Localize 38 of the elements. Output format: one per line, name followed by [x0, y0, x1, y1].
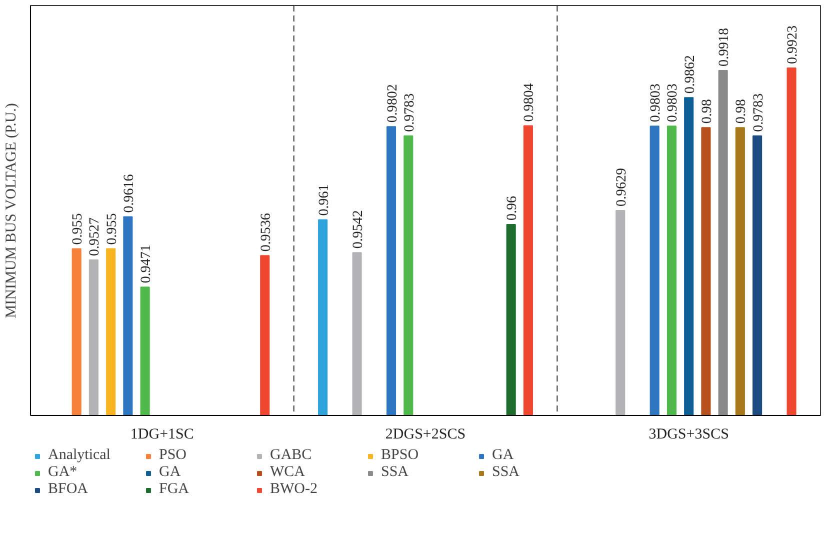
data-label: 0.9783 [751, 93, 766, 132]
legend-label: SSA [492, 464, 521, 481]
legend-label: WCA [270, 464, 306, 481]
x-tick-label: 1DG+1SC [130, 426, 194, 442]
legend-label: BWO-2 [270, 481, 318, 498]
x-tick-label: 2DGS+2SCS [385, 426, 466, 442]
data-label: 0.9527 [88, 217, 103, 256]
data-label: 0.9471 [139, 244, 154, 284]
legend-label: GA [159, 464, 182, 481]
legend-label: Analytical [48, 447, 112, 464]
data-label: 0.955 [70, 213, 86, 245]
legend-label: BPSO [381, 447, 420, 464]
legend-label: BFOA [48, 481, 90, 498]
data-label: 0.9542 [351, 210, 366, 249]
data-label: 0.9923 [786, 26, 801, 64]
legend-label: FGA [159, 481, 190, 498]
data-label: 0.9629 [614, 168, 630, 206]
data-label: 0.9783 [402, 93, 418, 132]
data-label: 0.9536 [258, 213, 274, 252]
data-label: 0.9803 [666, 84, 681, 122]
legend-label: GA [492, 447, 515, 464]
data-label: 0.98 [700, 99, 715, 124]
data-label: 0.9804 [522, 83, 538, 122]
data-label: 0.9803 [648, 84, 664, 122]
data-label: 0.98 [734, 99, 750, 124]
data-label: 0.9802 [385, 84, 400, 123]
data-label: 0.96 [505, 196, 520, 221]
data-label: 0.9616 [122, 174, 137, 213]
legend-label: SSA [381, 464, 410, 481]
legend-label: GABC [270, 447, 313, 464]
x-tick-label: 3DGS+3SCS [648, 426, 729, 442]
legend-label: GA* [48, 464, 78, 481]
data-label: 0.9862 [682, 55, 698, 94]
data-label: 0.9918 [717, 28, 732, 66]
data-label: 0.961 [316, 184, 332, 216]
y-axis-title: MINIMUM BUS VOLTAGE (P.U.) [4, 103, 20, 318]
data-label: 0.955 [104, 213, 120, 245]
legend-label: PSO [159, 447, 188, 464]
